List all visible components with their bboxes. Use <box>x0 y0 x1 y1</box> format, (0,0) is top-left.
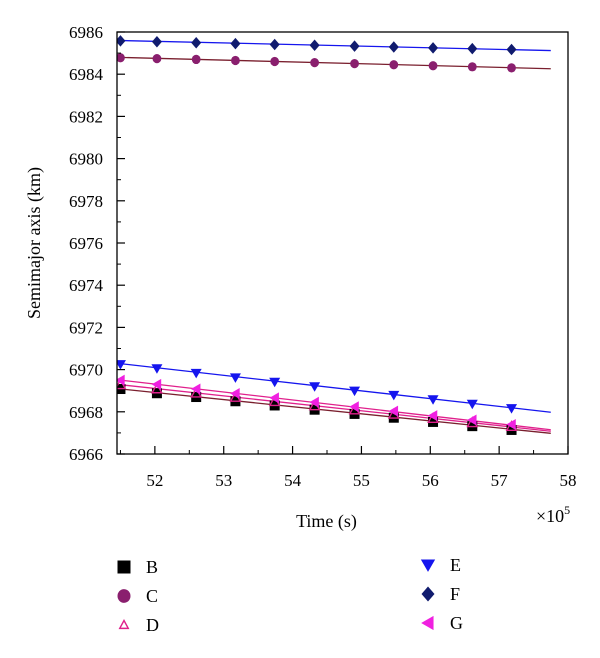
y-tick-label: 6980 <box>69 150 103 169</box>
point-e <box>117 360 126 370</box>
point-c <box>350 59 359 69</box>
fit-line-f <box>116 39 551 52</box>
y-tick-label: 6966 <box>69 445 103 464</box>
x-axis-ticks: 52 53 54 55 56 57 58 <box>119 446 577 490</box>
x-tick-label: 58 <box>560 471 577 490</box>
legend-marker-d <box>118 619 130 630</box>
point-g <box>467 414 477 426</box>
point-g <box>190 383 201 395</box>
point-e <box>190 368 202 379</box>
point-g <box>151 378 162 390</box>
data-markers <box>117 35 518 435</box>
legend-label-e: E <box>450 555 461 575</box>
y-tick-label: 6984 <box>69 65 104 84</box>
point-f <box>269 38 280 51</box>
x-tick-label: 53 <box>215 471 232 490</box>
point-c <box>507 63 516 73</box>
point-f <box>349 40 360 52</box>
point-e <box>349 386 361 397</box>
y-tick-label: 6968 <box>69 403 103 422</box>
point-c <box>270 56 280 67</box>
y-tick-label: 6986 <box>69 23 103 42</box>
legend: BCD EFG <box>117 555 463 635</box>
point-f <box>117 35 126 47</box>
legend-marker-b <box>117 560 131 574</box>
point-f <box>151 35 162 48</box>
legend-marker-c <box>117 589 131 603</box>
fit-line-d <box>116 383 551 432</box>
x-tick-label: 55 <box>353 471 370 490</box>
point-g <box>427 410 438 422</box>
point-e <box>466 399 478 410</box>
point-c <box>117 53 125 63</box>
x-tick-label: 52 <box>146 471 163 490</box>
x-axis-multiplier: ×105 <box>536 503 570 526</box>
y-axis-ticks: 6966 6968 6970 6972 6974 6976 6978 6980 6982 6984… <box>69 23 125 464</box>
fit-lines <box>116 39 551 434</box>
point-e <box>388 390 400 401</box>
legend-marker-f <box>421 586 435 602</box>
point-g <box>349 401 359 413</box>
legend-label-f: F <box>450 584 460 604</box>
point-g <box>388 405 399 417</box>
point-c <box>467 62 477 72</box>
point-e <box>151 364 163 374</box>
x-multiplier-exponent: 5 <box>564 503 570 517</box>
fit-line-c <box>116 56 551 70</box>
point-g <box>506 418 516 430</box>
point-c <box>389 60 399 70</box>
legend-marker-e <box>420 559 436 572</box>
x-multiplier-base: ×10 <box>536 506 564 526</box>
y-tick-label: 6974 <box>69 276 104 295</box>
legend-label-c: C <box>146 586 158 606</box>
x-tick-label: 54 <box>284 471 302 490</box>
y-axis-label: Semimajor axis (km) <box>24 167 45 319</box>
y-tick-label: 6970 <box>69 361 103 380</box>
point-e <box>309 382 321 392</box>
point-f <box>388 41 399 53</box>
point-f <box>230 37 241 50</box>
point-g <box>309 396 319 408</box>
point-g <box>230 387 240 399</box>
point-g <box>117 374 125 386</box>
point-c <box>428 61 438 71</box>
fit-line-b <box>116 387 551 434</box>
legend-label-b: B <box>146 557 158 577</box>
x-tick-label: 57 <box>491 471 509 490</box>
x-tick-label: 56 <box>422 471 439 490</box>
point-f <box>467 42 478 55</box>
point-g <box>269 392 279 404</box>
y-tick-label: 6976 <box>69 234 103 253</box>
point-e <box>427 395 439 405</box>
y-tick-label: 6972 <box>69 318 103 337</box>
point-c <box>231 55 240 66</box>
fit-line-e <box>116 362 551 413</box>
legend-label-d: D <box>146 615 159 635</box>
x-axis-label: Time (s) <box>296 511 357 532</box>
plot-frame <box>116 31 569 455</box>
legend-marker-g <box>421 615 434 631</box>
point-f <box>309 39 320 52</box>
point-c <box>310 57 320 68</box>
point-e <box>506 404 518 414</box>
point-c <box>152 53 162 64</box>
fit-line-g <box>116 379 551 431</box>
legend-label-g: G <box>450 613 463 633</box>
y-tick-label: 6978 <box>69 192 103 211</box>
point-c <box>191 54 201 65</box>
y-tick-label: 6982 <box>69 107 103 126</box>
point-f <box>506 43 517 56</box>
point-e <box>269 377 281 388</box>
point-f <box>428 42 439 54</box>
point-f <box>191 37 202 49</box>
point-e <box>229 373 241 383</box>
